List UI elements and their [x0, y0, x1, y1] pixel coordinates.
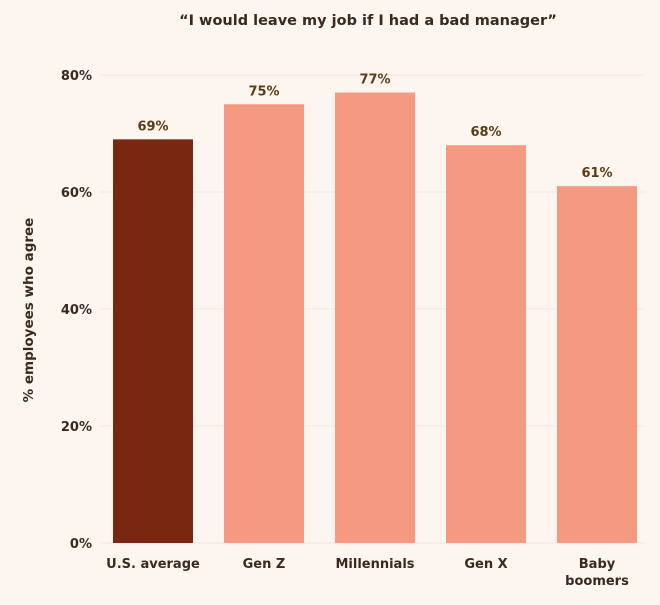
- x-category-label: Millennials: [335, 557, 414, 572]
- data-label: 68%: [470, 125, 501, 140]
- x-category-label: Gen Z: [243, 557, 286, 572]
- bar: [446, 145, 526, 543]
- x-category-label: boomers: [565, 574, 629, 589]
- y-tick-label: 0%: [70, 537, 92, 552]
- x-category-label: Gen X: [464, 557, 507, 572]
- y-tick-label: 20%: [61, 420, 92, 435]
- chart-title: “I would leave my job if I had a bad man…: [179, 13, 557, 29]
- y-axis-ticks: 0% 20% 40% 60% 80%: [61, 69, 92, 552]
- bar: [224, 104, 304, 543]
- data-label: 77%: [359, 73, 390, 88]
- x-axis-categories: U.S. average Gen Z Millennials Gen X Baby boo…: [106, 557, 629, 589]
- x-category-label: Baby: [579, 557, 616, 572]
- y-tick-label: 80%: [61, 69, 92, 84]
- bar: [113, 139, 193, 543]
- data-label: 61%: [581, 166, 612, 181]
- bar: [557, 186, 637, 543]
- y-tick-label: 40%: [61, 303, 92, 318]
- bar: [335, 92, 415, 544]
- data-label: 69%: [137, 119, 168, 134]
- bars: [113, 92, 637, 544]
- data-labels: 69% 75% 77% 68% 61%: [137, 73, 612, 182]
- y-tick-label: 60%: [61, 186, 92, 201]
- y-axis-label: % employees who agree: [21, 218, 37, 403]
- data-label: 75%: [248, 84, 279, 99]
- x-category-label: U.S. average: [106, 557, 200, 572]
